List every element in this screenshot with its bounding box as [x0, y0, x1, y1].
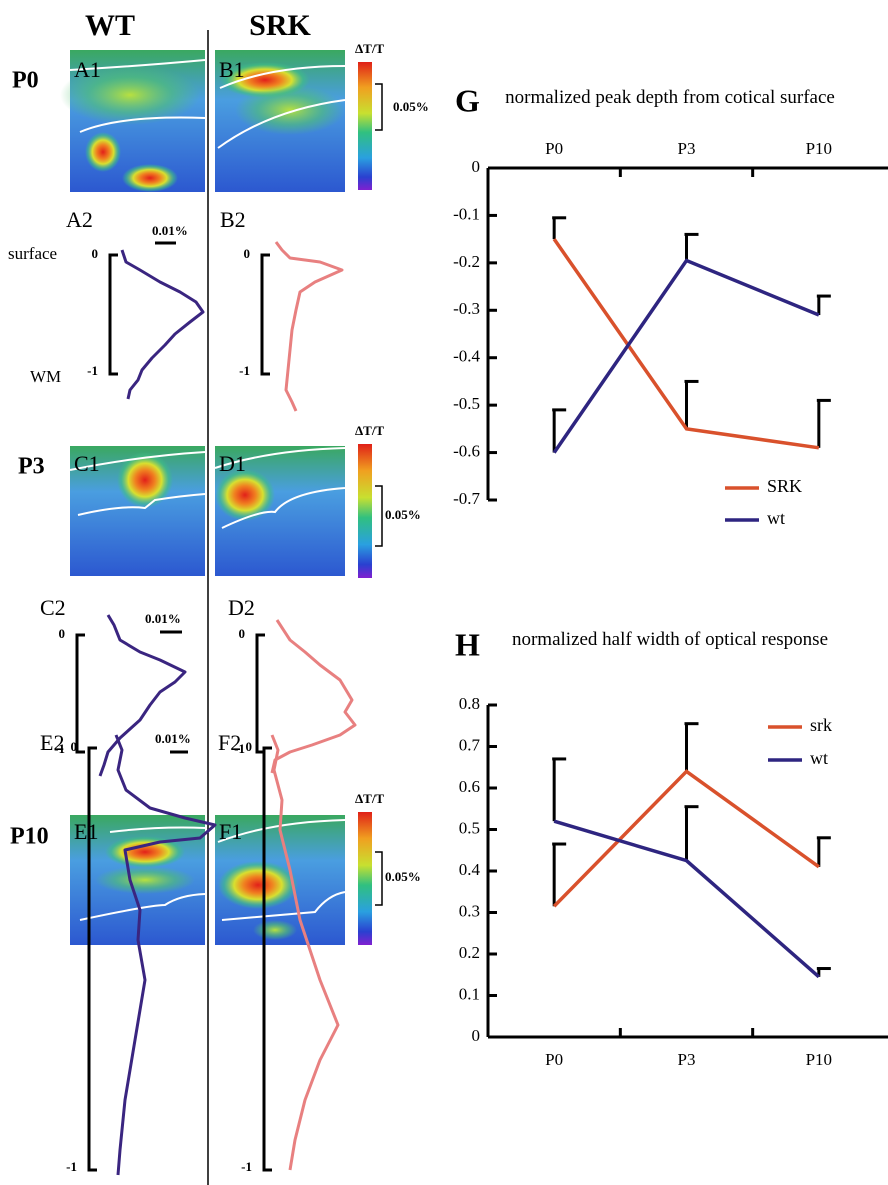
y-tick-label: 0.1 [459, 984, 480, 1003]
y-tick-label: -0.7 [453, 489, 480, 508]
x-tick-label: P0 [545, 1050, 563, 1069]
heatmap [70, 815, 206, 945]
y-tick-label: -0.6 [453, 441, 480, 460]
profile-scale: 0.01% [152, 223, 188, 238]
panel-label: F2 [218, 730, 241, 755]
legend-label: wt [810, 748, 828, 768]
heatmap [69, 446, 206, 576]
y-tick-label: 0 [472, 157, 481, 176]
x-tick-label: P0 [545, 139, 563, 158]
heatmap [215, 50, 346, 192]
x-tick-label: P10 [806, 1050, 832, 1069]
profile-tick: 0 [92, 246, 99, 261]
profile-traces [98, 241, 357, 1176]
panel-label: F1 [219, 819, 242, 844]
y-tick-label: 0.5 [459, 818, 480, 837]
panel-label: B2 [220, 207, 246, 232]
panel-label: B1 [219, 57, 245, 82]
series-line [552, 238, 820, 450]
profile-scale: 0.01% [155, 731, 191, 746]
profile-tick: 0 [244, 246, 251, 261]
profile-tick: -1 [66, 1159, 77, 1174]
y-tick-label: -0.2 [453, 252, 480, 271]
depth-label: surface [8, 244, 57, 263]
y-tick-label: 0 [472, 1026, 481, 1045]
row-label: P0 [12, 68, 39, 94]
y-tick-label: 0.3 [459, 901, 480, 920]
profile-tick: -1 [239, 363, 250, 378]
profile-tick: -1 [54, 741, 65, 756]
y-tick-label: 0.4 [459, 860, 481, 879]
chart-letter: G [455, 82, 480, 118]
column-label: WT [85, 9, 135, 42]
colorbar [358, 444, 372, 578]
profile-tick: 0 [246, 739, 253, 754]
profile-tick: -1 [234, 741, 245, 756]
colorbar-scale: 0.05% [393, 99, 429, 114]
colorbar-label: ΔT/T [355, 41, 384, 56]
panel-label: A1 [74, 57, 101, 82]
depth-label: WM [30, 367, 61, 386]
colorbar-scale: 0.05% [385, 869, 421, 884]
colorbar [358, 62, 372, 190]
heatmap [60, 50, 206, 192]
x-tick-label: P3 [678, 139, 696, 158]
profile-tick: 0 [59, 626, 66, 641]
panel-label: A2 [66, 207, 93, 232]
legend-label: wt [767, 508, 785, 528]
y-tick-label: 0.7 [459, 735, 481, 754]
y-tick-label: -0.5 [453, 394, 480, 413]
x-tick-label: P3 [678, 1050, 696, 1069]
panel-label: E1 [74, 819, 98, 844]
y-tick-label: -0.1 [453, 204, 480, 223]
profile-tick: 0 [239, 626, 246, 641]
scale-bracket [375, 485, 383, 547]
x-tick-label: P10 [806, 139, 832, 158]
profile-tick: -1 [241, 1159, 252, 1174]
panel-label: D1 [219, 451, 246, 476]
series-line [553, 819, 820, 979]
profile-scale: 0.01% [145, 611, 181, 626]
series-line [552, 769, 820, 908]
scale-bracket [375, 851, 383, 906]
legend-label: SRK [767, 476, 802, 496]
scale-bracket [375, 83, 383, 131]
panel-label: C2 [40, 595, 66, 620]
profile-tick: 0 [71, 739, 78, 754]
profile-tick: -1 [87, 363, 98, 378]
y-tick-label: 0.2 [459, 943, 480, 962]
panel-label: C1 [74, 451, 100, 476]
panel-label: D2 [228, 595, 255, 620]
colorbar-label: ΔT/T [355, 423, 384, 438]
heatmap [214, 446, 346, 576]
chart-title: normalized half width of optical respons… [511, 629, 829, 650]
chart-letter: H [455, 626, 480, 662]
profile-brackets [75, 241, 272, 1172]
panel-label: E2 [40, 730, 64, 755]
row-label: P10 [10, 824, 49, 850]
y-tick-label: 0.6 [459, 777, 480, 796]
legend-label: srk [810, 715, 832, 735]
row-label: P3 [18, 454, 45, 480]
y-tick-label: -0.3 [453, 299, 480, 318]
chart-title: normalized peak depth from cotical surfa… [505, 87, 835, 108]
column-label: SRK [249, 9, 311, 42]
colorbar-scale: 0.05% [385, 507, 421, 522]
series-line [552, 258, 820, 454]
y-tick-label: -0.4 [453, 347, 480, 366]
colorbar [358, 812, 372, 945]
y-tick-label: 0.8 [459, 694, 480, 713]
colorbar-label: ΔT/T [355, 791, 384, 806]
